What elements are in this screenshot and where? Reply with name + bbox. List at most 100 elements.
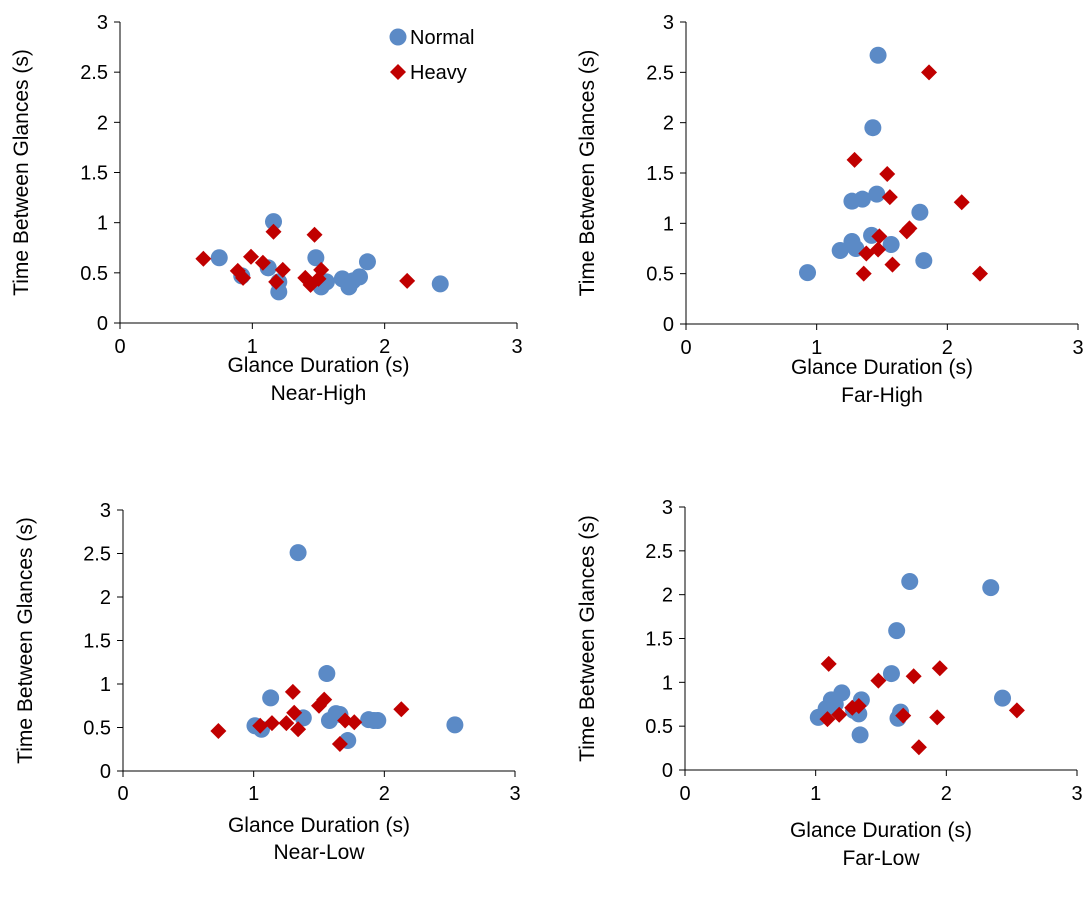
panel-caption: Near-High — [271, 382, 367, 405]
y-tick-label: 0 — [662, 760, 673, 782]
normal-point — [868, 185, 886, 203]
y-tick-label: 2.5 — [80, 62, 108, 84]
x-tick-label: 2 — [379, 336, 390, 358]
heavy-point — [316, 691, 333, 708]
y-tick-label: 1.5 — [646, 163, 674, 185]
heavy-point — [901, 220, 918, 237]
heavy-point — [846, 151, 863, 168]
heavy-point — [278, 715, 295, 732]
normal-point — [318, 665, 336, 683]
x-axis-title: Glance Duration (s) — [227, 354, 409, 377]
x-tick-label: 1 — [248, 783, 259, 805]
y-tick-label: 0 — [97, 313, 108, 335]
y-tick-label: 1.5 — [80, 163, 108, 185]
normal-point — [911, 203, 929, 221]
y-tick-label: 1.5 — [645, 629, 673, 651]
heavy-point — [399, 272, 416, 289]
heavy-point — [286, 704, 303, 721]
heavy-point — [831, 706, 848, 723]
normal-point — [265, 213, 283, 231]
heavy-point — [871, 228, 888, 245]
x-tick-label: 2 — [379, 783, 390, 805]
heavy-point — [252, 717, 269, 734]
heavy-point — [820, 655, 837, 672]
heavy-point — [870, 672, 887, 689]
x-tick-label: 2 — [941, 783, 952, 805]
y-tick-label: 2.5 — [83, 544, 111, 566]
heavy-point — [910, 739, 927, 756]
y-tick-label: 3 — [97, 12, 108, 34]
x-tick-label: 3 — [1071, 783, 1082, 805]
panel-far-high: 0 0.5 1 1.5 2 2.5 3 0 1 2 3 Glance Duration (s) Far-… — [576, 12, 1084, 407]
x-tick-label: 1 — [810, 783, 821, 805]
normal-point — [831, 242, 849, 260]
panel-near-low: 0 0.5 1 1.5 2 2.5 3 0 1 2 3 Glance Duration (s) Near… — [14, 500, 521, 864]
heavy-point — [393, 701, 410, 718]
heavy-point — [819, 711, 836, 728]
panel-caption: Near-Low — [273, 841, 365, 864]
y-tick-label: 3 — [663, 12, 674, 34]
x-axis-title: Glance Duration (s) — [228, 814, 410, 837]
normal-point — [888, 622, 906, 640]
heavy-point — [290, 721, 307, 738]
legend-label: Normal — [410, 27, 474, 49]
y-tick-label: 0 — [663, 314, 674, 336]
heavy-point — [346, 714, 363, 731]
normal-point — [982, 579, 1000, 597]
legend: Normal Heavy — [389, 27, 474, 84]
heavy-point — [254, 254, 271, 271]
heavy-point — [243, 248, 260, 265]
y-tick-label: 2.5 — [646, 62, 674, 84]
heavy-point — [210, 722, 227, 739]
normal-point — [833, 684, 851, 702]
y-tick-label: 2.5 — [645, 541, 673, 563]
heavy-point — [268, 273, 285, 290]
normal-point — [799, 264, 817, 282]
normal-point — [851, 726, 869, 744]
normal-point — [853, 190, 871, 208]
y-tick-label: 1 — [663, 213, 674, 235]
normal-point — [864, 119, 882, 137]
heavy-point — [881, 189, 898, 206]
heavy-point — [884, 256, 901, 273]
normal-point — [210, 249, 228, 267]
x-axis-title: Glance Duration (s) — [791, 356, 973, 379]
heavy-point — [895, 707, 912, 724]
heavy-point — [274, 261, 291, 278]
heavy-point — [929, 709, 946, 726]
heavy-point — [921, 64, 938, 81]
normal-point — [358, 253, 376, 271]
heavy-point — [313, 261, 330, 278]
y-axis-title: Time Between Glances (s) — [10, 49, 33, 296]
heavy-point — [195, 250, 212, 267]
y-tick-label: 0.5 — [645, 716, 673, 738]
heavy-point — [855, 265, 872, 282]
heavy-point — [953, 194, 970, 211]
x-tick-label: 0 — [114, 336, 125, 358]
legend-normal-marker — [389, 28, 407, 46]
x-tick-label: 1 — [247, 336, 258, 358]
normal-point — [869, 46, 887, 64]
heavy-point — [331, 736, 348, 753]
heavy-point — [870, 241, 887, 258]
y-tick-label: 1.5 — [83, 631, 111, 653]
y-tick-label: 1 — [662, 672, 673, 694]
panel-caption: Far-Low — [842, 847, 920, 870]
y-axis-title: Time Between Glances (s) — [576, 515, 599, 762]
x-axis-title: Glance Duration (s) — [790, 819, 972, 842]
normal-point — [882, 665, 900, 683]
heavy-point — [905, 668, 922, 685]
normal-point — [446, 716, 464, 734]
normal-point — [901, 573, 919, 591]
panel-near-high: 0 0.5 1 1.5 2 2.5 3 0 1 2 3 Glance Duration (s) Near… — [10, 12, 523, 405]
y-tick-label: 2 — [97, 112, 108, 134]
y-tick-label: 3 — [100, 500, 111, 522]
y-tick-label: 0 — [100, 761, 111, 783]
heavy-point — [931, 660, 948, 677]
heavy-point — [850, 698, 867, 715]
normal-point — [882, 235, 900, 253]
legend-label: Heavy — [410, 62, 467, 84]
normal-point — [351, 268, 369, 286]
x-tick-label: 0 — [680, 337, 691, 359]
